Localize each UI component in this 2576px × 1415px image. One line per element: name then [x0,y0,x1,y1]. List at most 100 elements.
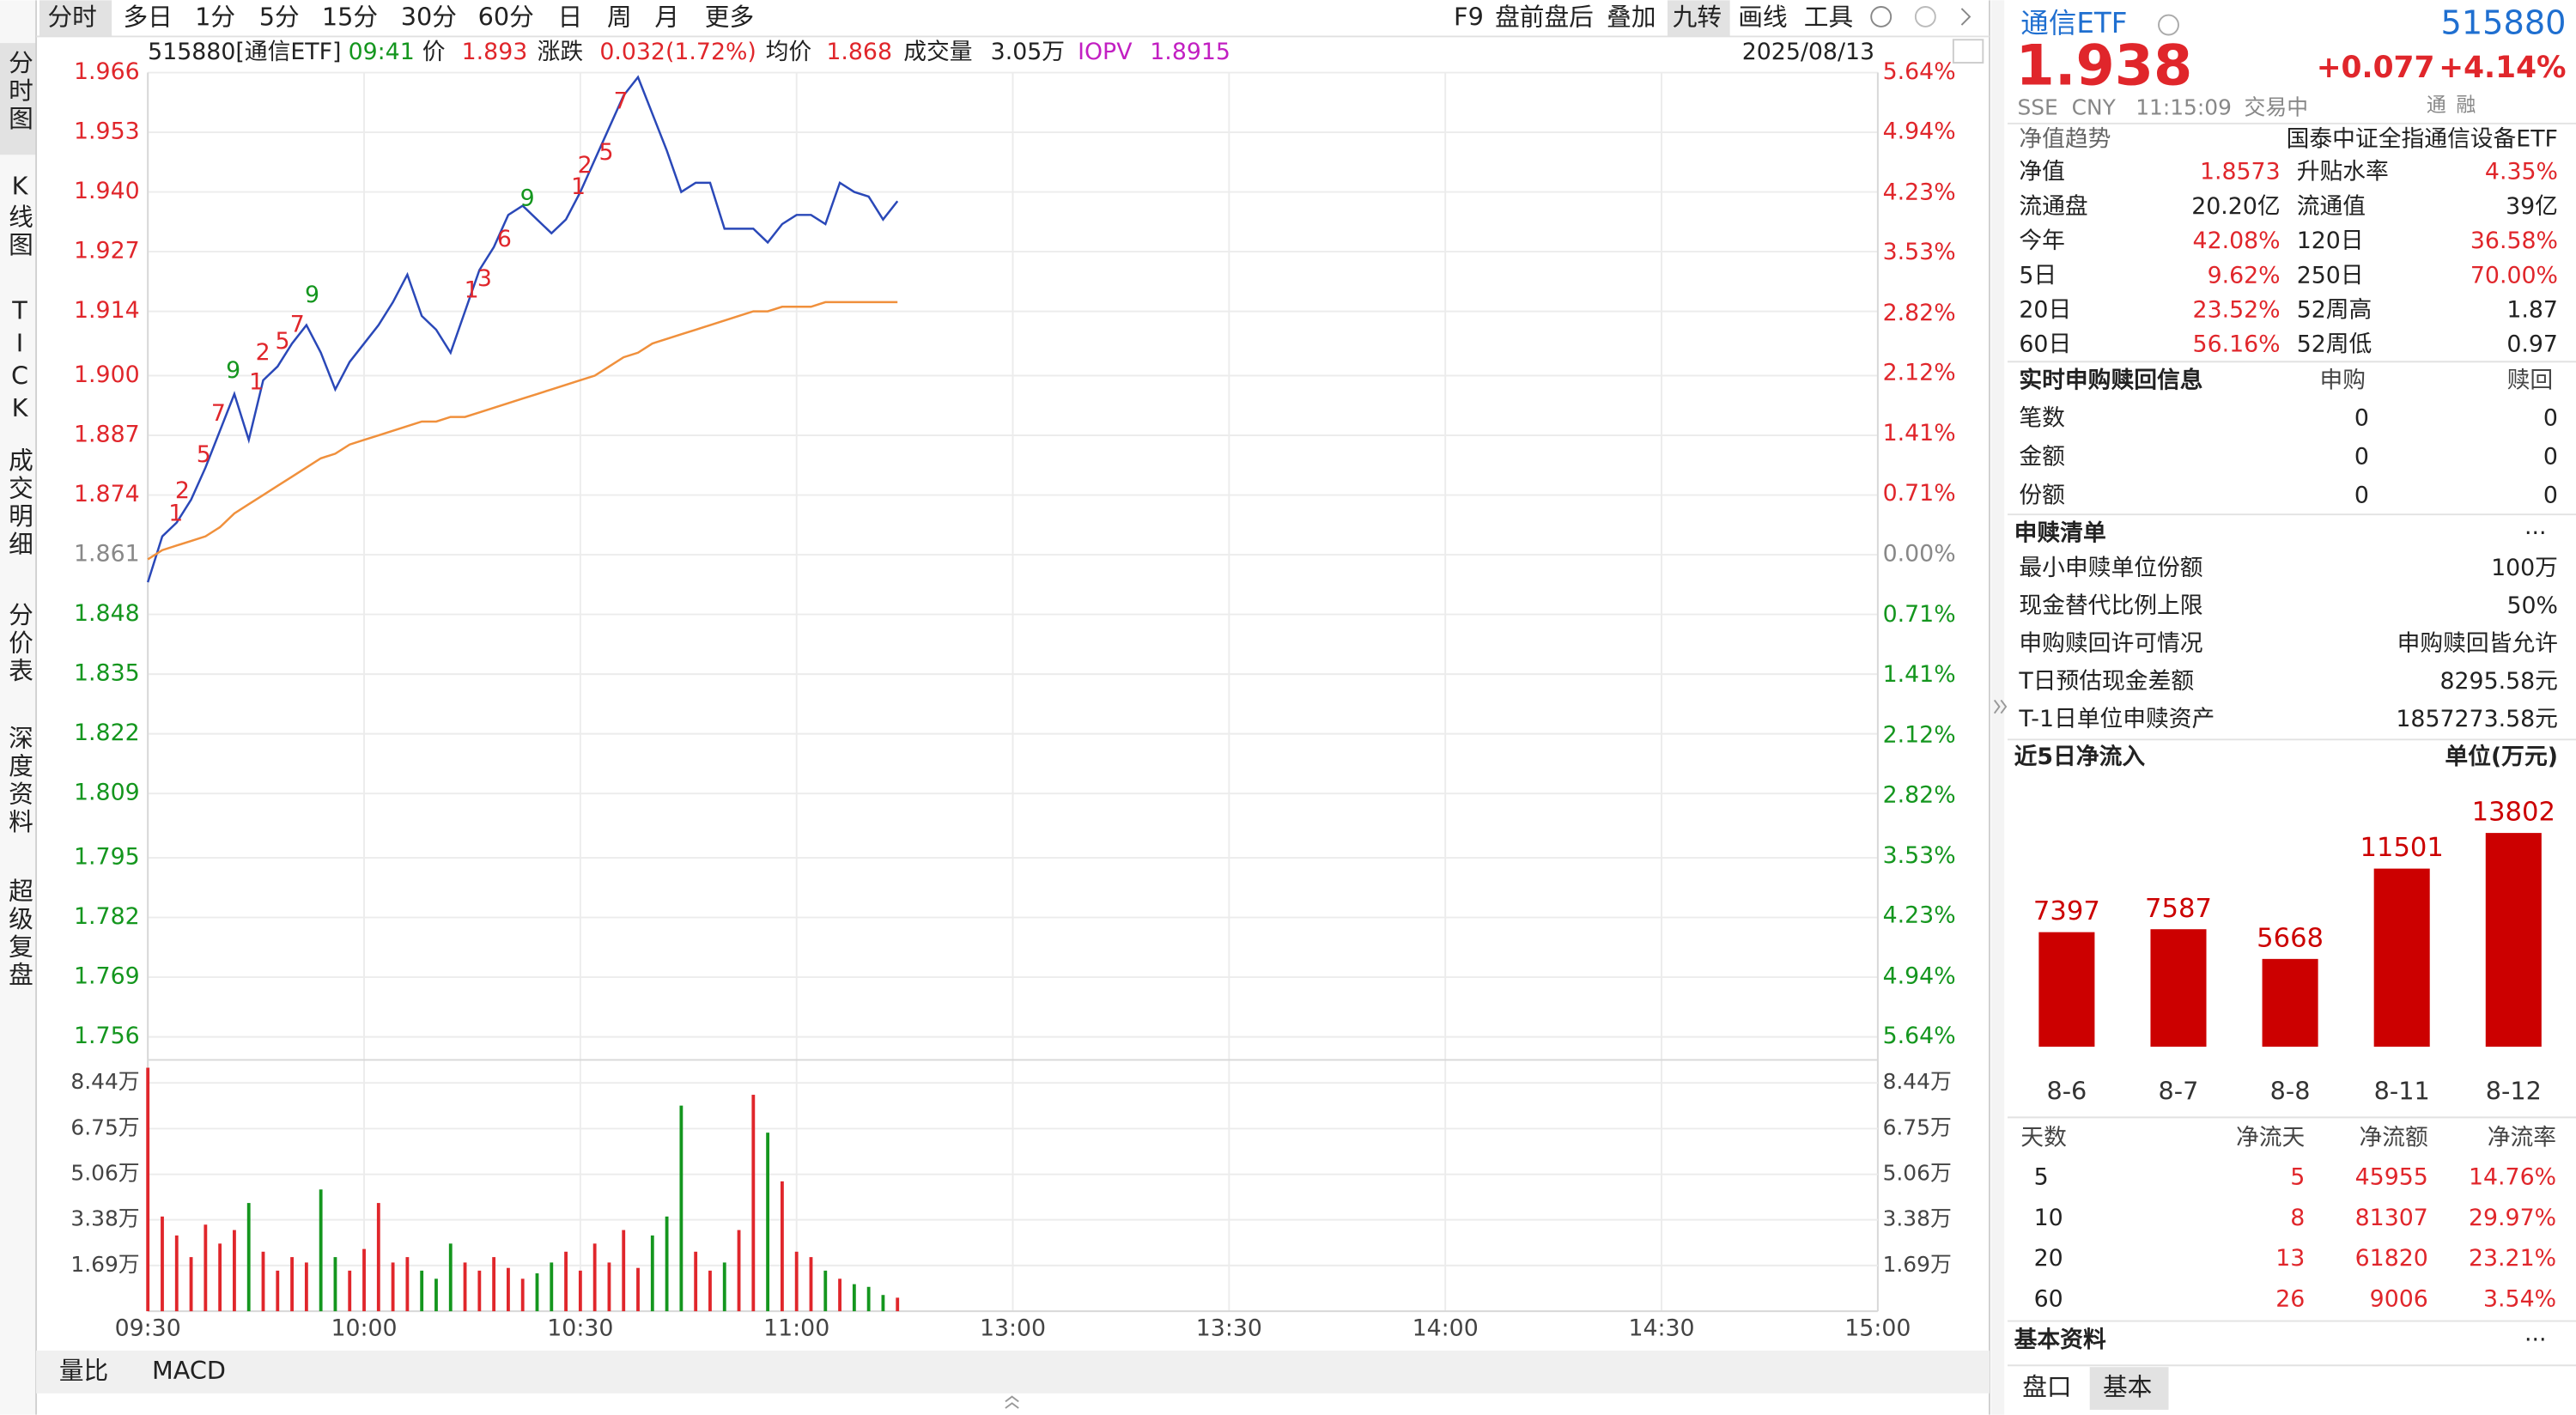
tool-button[interactable]: 画线 [1738,2,1787,31]
y-tick-label: 1.809 [74,780,140,806]
x-tick-label: 09:30 [115,1315,181,1342]
quote-currency: CNY [2072,95,2117,120]
volume-tick-label: 3.38万 [1883,1206,1952,1231]
tool-button[interactable]: 工具 [1804,2,1853,31]
volume-bar [809,1257,813,1312]
period-tab[interactable]: 更多 [705,2,754,31]
volume-bar [477,1270,482,1312]
settings-icon[interactable] [1870,6,1893,27]
period-tab[interactable]: 30分 [401,2,457,31]
stat-label: 今年 [2019,228,2065,254]
y-tick-label: 1.848 [74,600,140,627]
tool-button[interactable]: 盘前盘后 [1495,2,1594,31]
stat-label: 60日 [2019,331,2071,358]
side-tab[interactable]: TICK [5,296,34,426]
volume-bar [679,1105,683,1312]
row-label: 申购赎回许可情况 [2019,630,2202,657]
side-tab[interactable]: 深度资料 [5,725,34,836]
tool-button[interactable]: 九转 [1673,2,1722,31]
section-title: 申赎清单 [2014,520,2106,547]
period-tab[interactable]: 多日 [124,2,173,31]
fund-name: 国泰中证全指通信设备ETF [2287,125,2558,152]
stat-value: 9.62% [2208,262,2281,288]
volume-bar [405,1257,410,1312]
more-button[interactable]: ··· [2524,520,2547,547]
help-icon[interactable] [1914,6,1936,27]
section-title: 近5日净流入 [2014,744,2146,770]
period-tab[interactable]: 5分 [259,2,300,31]
tool-button[interactable]: F9 [1454,2,1484,31]
stat-label: 52周低 [2297,331,2372,358]
indicator-tab[interactable]: MACD [152,1356,226,1385]
section-title: 实时申购赎回信息 [2019,367,2202,394]
volume-bar [261,1251,265,1312]
y2-tick-label: 4.23% [1883,179,1956,205]
info-volume-label: 成交量 [903,39,972,65]
side-tab[interactable]: K线图 [5,171,34,259]
expand-icon[interactable] [1005,1395,1019,1409]
price-line [147,75,899,583]
price-line [147,301,898,561]
side-tab[interactable]: 成交明细 [5,447,34,559]
panel-tab[interactable]: 基本 [2103,1372,2152,1401]
volume-bar [420,1270,424,1312]
flow-category-label: 8-8 [2270,1077,2311,1106]
row-label: T日预估现金差额 [2018,668,2194,695]
cell: 29.97% [2469,1205,2556,1231]
flow-bar [2038,932,2095,1048]
stat-value: 4.35% [2485,159,2558,185]
volume-bar [650,1235,654,1312]
info-price: 1.893 [462,39,528,65]
volume-tick-label: 8.44万 [1883,1069,1952,1094]
volume-bar [507,1267,510,1312]
y2-tick-label: 2.82% [1883,781,1956,808]
indicator-tab[interactable]: 量比 [59,1356,108,1385]
y-tick-label: 1.782 [74,903,140,930]
info-icon[interactable] [2158,14,2179,36]
period-tab[interactable]: 60分 [478,2,534,31]
cell: 0 [2543,405,2558,432]
period-tab[interactable]: 日 [558,2,583,31]
stat-label: 20日 [2019,296,2071,323]
side-tab[interactable]: 超级复盘 [5,878,34,989]
cell: 5 [2034,1164,2049,1191]
side-tab[interactable]: 分时图 [5,50,34,134]
stat-label: 净值 [2019,159,2065,185]
flow-value-label: 5668 [2257,923,2324,953]
volume-bar [520,1278,525,1312]
volume-bar [189,1257,193,1312]
y-tick-label: 1.887 [74,422,140,448]
period-tab[interactable]: 月 [654,2,679,31]
stat-value: 36.58% [2470,228,2558,254]
y-tick-label: 1.795 [74,844,140,871]
column-header: 净流天 [2236,1125,2305,1151]
info-volume: 3.05万 [991,39,1065,65]
y-tick-label: 1.756 [74,1023,140,1049]
period-tab[interactable]: 周 [607,2,632,31]
volume-tick-label: 1.69万 [1883,1252,1952,1277]
badge: 融 [2456,94,2476,116]
volume-bar [838,1278,841,1312]
period-tab[interactable]: 1分 [195,2,235,31]
annotation: 5 [197,441,211,468]
annotation: 9 [520,185,535,211]
volume-bar [578,1270,582,1312]
more-button[interactable]: ··· [2524,1327,2547,1353]
volume-bar [319,1189,323,1312]
panel-tab[interactable]: 盘口 [2022,1372,2071,1401]
stat-value: 1.8573 [2200,159,2281,185]
y-tick-label: 1.769 [74,963,140,990]
period-tab[interactable]: 15分 [322,2,378,31]
volume-bar [592,1243,597,1312]
collapse-icon[interactable] [1993,699,2008,714]
x-tick-label: 14:30 [1628,1315,1694,1342]
cell: 8295.58元 [2440,668,2558,695]
cell: 3.54% [2483,1285,2556,1312]
nav-trend-link[interactable]: 净值趋势 [2019,125,2111,152]
side-tab[interactable]: 分价表 [5,602,34,686]
stat-label: 120日 [2297,228,2364,254]
cell: 50% [2506,592,2558,619]
tool-button[interactable]: 叠加 [1607,2,1656,31]
next-icon[interactable] [1960,8,1971,26]
period-tab[interactable]: 分时 [47,2,96,31]
